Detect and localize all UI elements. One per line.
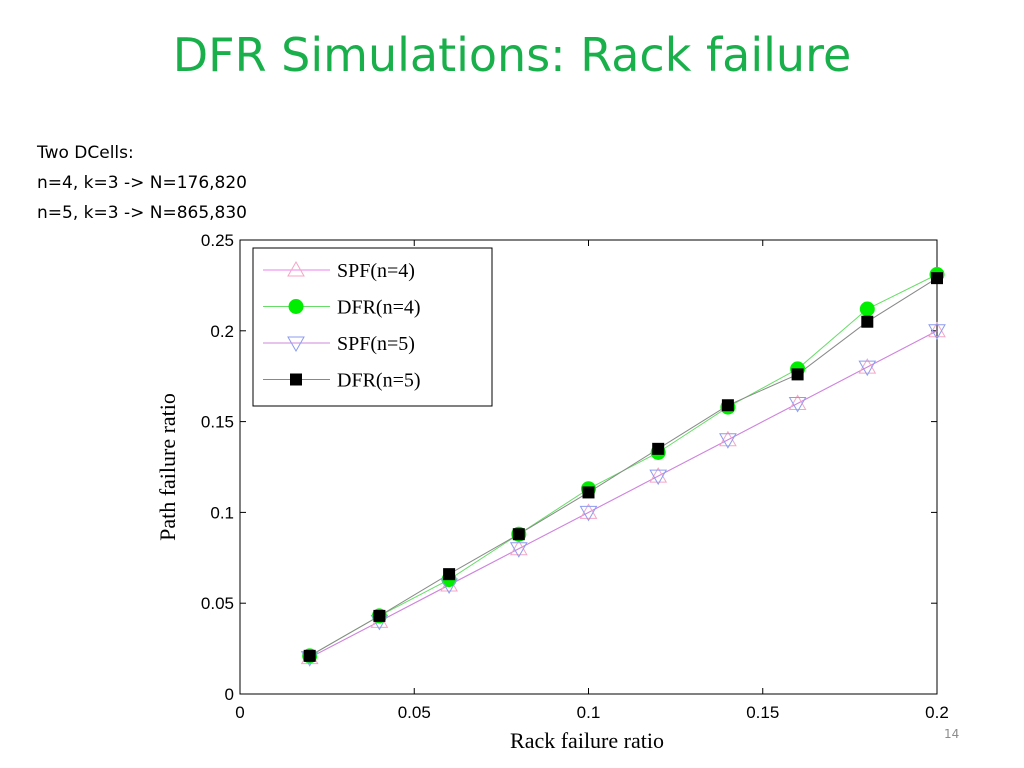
data-point bbox=[791, 368, 804, 381]
slide-description: Two DCells: n=4, k=3 -> N=176,820 n=5, k… bbox=[37, 138, 247, 228]
data-point bbox=[719, 430, 737, 447]
legend: SPF(n=4) DFR(n=4) SPF(n=5) DFR(n=5) bbox=[252, 247, 493, 407]
data-point bbox=[788, 394, 807, 410]
y-tick-label: 0.1 bbox=[210, 503, 234, 522]
data-point bbox=[858, 358, 877, 374]
description-line: Two DCells: bbox=[37, 143, 134, 163]
legend-marker bbox=[290, 373, 302, 386]
description-line: n=4, k=3 -> N=176,820 bbox=[37, 173, 247, 193]
y-tick-label: 0 bbox=[225, 685, 234, 704]
data-point bbox=[931, 272, 943, 285]
data-point bbox=[373, 609, 386, 622]
data-point bbox=[649, 467, 668, 483]
data-point bbox=[719, 433, 737, 449]
x-tick-label: 0.05 bbox=[398, 703, 431, 722]
legend-label: SPF(n=5) bbox=[337, 333, 415, 355]
legend-label: SPF(n=4) bbox=[337, 260, 415, 282]
data-point bbox=[861, 315, 874, 328]
legend-label: DFR(n=5) bbox=[337, 370, 421, 392]
y-tick-label: 0.05 bbox=[201, 594, 234, 613]
legend-label: DFR(n=4) bbox=[337, 297, 421, 319]
x-tick-label: 0.1 bbox=[577, 703, 601, 722]
x-axis-label: Rack failure ratio bbox=[510, 728, 664, 753]
y-tick-label: 0.2 bbox=[210, 322, 234, 341]
x-tick-label: 0.2 bbox=[925, 703, 949, 722]
y-tick-label: 0.25 bbox=[201, 231, 234, 250]
data-point bbox=[649, 469, 668, 486]
series-lines bbox=[309, 274, 938, 659]
data-point bbox=[512, 528, 525, 541]
data-point bbox=[303, 649, 316, 662]
series-markers bbox=[300, 267, 946, 667]
x-tick-label: 0.15 bbox=[746, 703, 779, 722]
description-line: n=5, k=3 -> N=865,830 bbox=[37, 203, 247, 223]
legend-marker bbox=[287, 260, 305, 277]
data-point bbox=[859, 301, 875, 317]
data-point bbox=[579, 505, 598, 522]
data-point bbox=[928, 324, 946, 340]
data-point bbox=[928, 321, 946, 338]
y-tick-label: 0.15 bbox=[201, 413, 234, 432]
series-line bbox=[309, 277, 938, 657]
legend-marker bbox=[287, 336, 305, 353]
data-point bbox=[582, 486, 595, 499]
slide-title: DFR Simulations: Rack failure bbox=[172, 28, 852, 82]
series-line bbox=[309, 330, 938, 659]
data-point bbox=[721, 399, 734, 412]
data-point bbox=[509, 542, 528, 558]
legend-marker bbox=[288, 299, 304, 314]
data-point bbox=[652, 442, 665, 455]
data-point bbox=[443, 568, 456, 581]
data-point bbox=[858, 360, 877, 377]
x-tick-label: 0 bbox=[235, 703, 244, 722]
data-point bbox=[509, 539, 528, 556]
page-number: 14 bbox=[944, 727, 960, 741]
data-point bbox=[788, 396, 807, 413]
y-axis-label: Path failure ratio bbox=[155, 393, 180, 541]
data-point bbox=[579, 503, 598, 519]
axis-ticks: 0 0.05 0.1 0.15 0.2 0 0.05 0.1 0.15 0.2 0.25 bbox=[201, 231, 949, 722]
